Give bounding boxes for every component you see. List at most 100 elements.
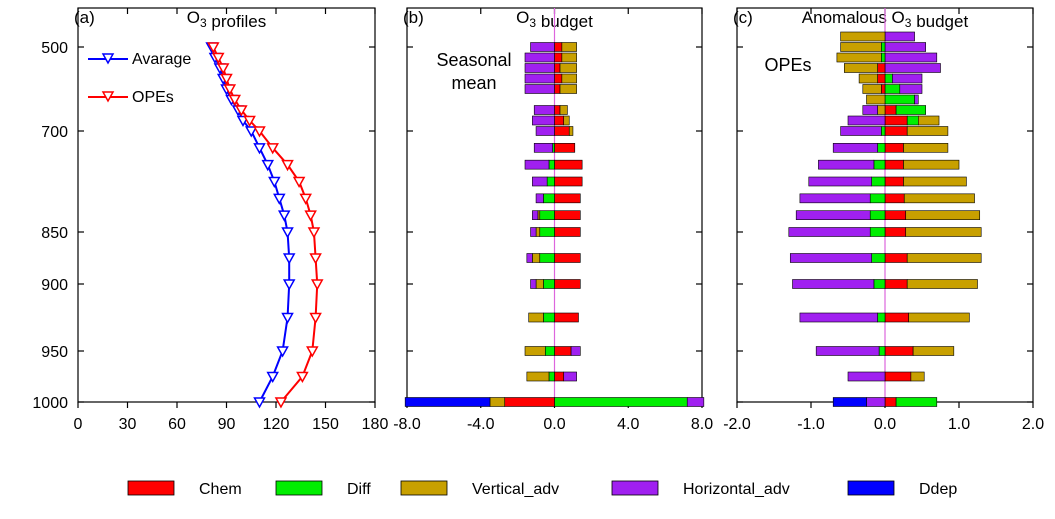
bar-segment-diff	[539, 253, 555, 263]
bar-segment-horizontal_adv	[530, 227, 537, 237]
bar-segment-horizontal_adv	[533, 105, 555, 115]
bar-segment-horizontal_adv	[535, 193, 544, 204]
bar-segment-horizontal_adv	[570, 346, 581, 356]
bar-segment-vertical_adv	[535, 227, 541, 237]
bar-segment-vertical_adv	[906, 126, 949, 136]
bar-segment-vertical_adv	[906, 253, 982, 263]
data-point	[304, 210, 317, 222]
bar-segment-vertical_adv	[526, 371, 550, 382]
bar-segment-horizontal_adv	[524, 84, 555, 94]
bar-segment-diff	[878, 346, 886, 356]
data-point	[310, 279, 324, 291]
annotation: Seasonal	[436, 50, 511, 70]
data-point	[266, 143, 279, 155]
bar-segment-chem	[884, 312, 909, 323]
legend-swatch-chem	[127, 480, 175, 496]
x-tick-label: 0.0	[543, 416, 565, 433]
y-tick-label: 950	[41, 344, 68, 361]
bar-segment-diff	[884, 94, 915, 105]
bar-segment-horizontal_adv	[799, 193, 871, 204]
bar-segment-diff	[873, 279, 886, 289]
bar-segment-horizontal_adv	[524, 52, 555, 63]
bar-segment-chem	[884, 115, 908, 126]
panel-c-anomalous-ozone-budget: -2.0 -1.0 0.0 1.0 2.0 (c) Anomalous O3 budget O…	[723, 7, 1044, 433]
bar-segment-diff	[884, 73, 893, 84]
data-point	[309, 253, 322, 265]
bar-segment-horizontal_adv	[788, 227, 871, 237]
data-point	[292, 176, 306, 189]
series-line-avarage	[210, 46, 291, 403]
data-point	[216, 63, 230, 75]
bar-segment-vertical_adv	[532, 253, 541, 263]
bar-segment-diff	[880, 42, 886, 52]
x-tick-label: 30	[119, 416, 137, 433]
data-point	[211, 52, 225, 65]
bar-segment-chem	[554, 52, 563, 63]
bar-segment-chem	[884, 105, 897, 115]
x-tick-label: 0	[74, 416, 83, 433]
data-point	[220, 73, 233, 86]
bar-segment-chem	[554, 176, 583, 187]
bar-segment-chem	[884, 253, 908, 263]
data-point	[296, 371, 309, 384]
bar-segment-horizontal_adv	[532, 115, 555, 126]
bar-segment-vertical_adv	[836, 52, 882, 63]
panel-title: O3 budget	[516, 8, 593, 31]
legend-label-vertical_adv: Vertical_adv	[472, 481, 559, 498]
y-tick-label: 500	[41, 40, 68, 57]
bar-segment-vertical_adv	[906, 279, 978, 289]
bar-segment-chem	[554, 159, 583, 170]
bar-segment-chem	[554, 143, 576, 153]
bar-segment-horizontal_adv	[815, 346, 880, 356]
bar-segment-horizontal_adv	[866, 397, 886, 407]
bar-segment-chem	[554, 371, 565, 382]
legend-label-chem: Chem	[199, 481, 242, 498]
bar-segment-vertical_adv	[561, 42, 577, 52]
bar-segment-vertical_adv	[903, 159, 960, 170]
bar-segment-chem	[884, 193, 905, 204]
bar-segment-vertical_adv	[905, 210, 981, 220]
annotation: mean	[451, 73, 496, 93]
bar-segment-vertical_adv	[903, 176, 967, 187]
bar-segment-diff	[546, 176, 555, 187]
x-tick-label: -1.0	[797, 416, 825, 433]
y-tick-label: 850	[41, 225, 68, 242]
data-point	[281, 312, 294, 325]
y-tick-label: 700	[41, 124, 68, 141]
bar-segment-vertical_adv	[524, 346, 546, 356]
legend: Chem Diff Vertical_adv Horizontal_adv Ddep	[127, 480, 957, 498]
bar-segment-chem	[554, 193, 581, 204]
data-point	[276, 346, 289, 358]
data-point	[273, 193, 286, 205]
bar-segment-diff	[539, 227, 555, 237]
bar-segment-diff	[880, 126, 886, 136]
panel-a-ozone-profiles: 0 30 60 90 120 150 180 500 700 850 900 950 1000 (a) O3…	[32, 7, 388, 433]
bar-segment-chem	[554, 210, 581, 220]
bar-segment-vertical_adv	[563, 115, 570, 126]
bar-segment-vertical_adv	[840, 31, 886, 42]
bar-segment-vertical_adv	[908, 312, 970, 323]
bar-segment-vertical_adv	[917, 115, 940, 126]
y-tick-label: 900	[41, 277, 68, 294]
data-point	[277, 210, 291, 222]
bar-segment-horizontal_adv	[563, 371, 577, 382]
bar-segment-horizontal_adv	[524, 159, 550, 170]
bar-segment-horizontal_adv	[526, 253, 533, 263]
bar-segment-chem	[884, 210, 907, 220]
panel-label: (b)	[403, 8, 424, 27]
legend-label-diff: Diff	[347, 481, 371, 498]
x-tick-label: -8.0	[393, 416, 421, 433]
bar-segment-horizontal_adv	[535, 126, 555, 136]
bar-segment-horizontal_adv	[686, 397, 705, 407]
bar-segment-horizontal_adv	[818, 159, 875, 170]
bar-segment-vertical_adv	[912, 346, 955, 356]
x-tick-label: 90	[218, 416, 236, 433]
bar-segment-chem	[554, 42, 563, 52]
bar-segment-vertical_adv	[559, 63, 577, 73]
bar-segment-diff	[880, 52, 886, 63]
bar-segment-chem	[554, 105, 561, 115]
panel-label: (a)	[74, 8, 95, 27]
bar-segment-horizontal_adv	[899, 84, 923, 94]
bar-segment-horizontal_adv	[524, 63, 555, 73]
bar-segment-horizontal_adv	[847, 371, 886, 382]
